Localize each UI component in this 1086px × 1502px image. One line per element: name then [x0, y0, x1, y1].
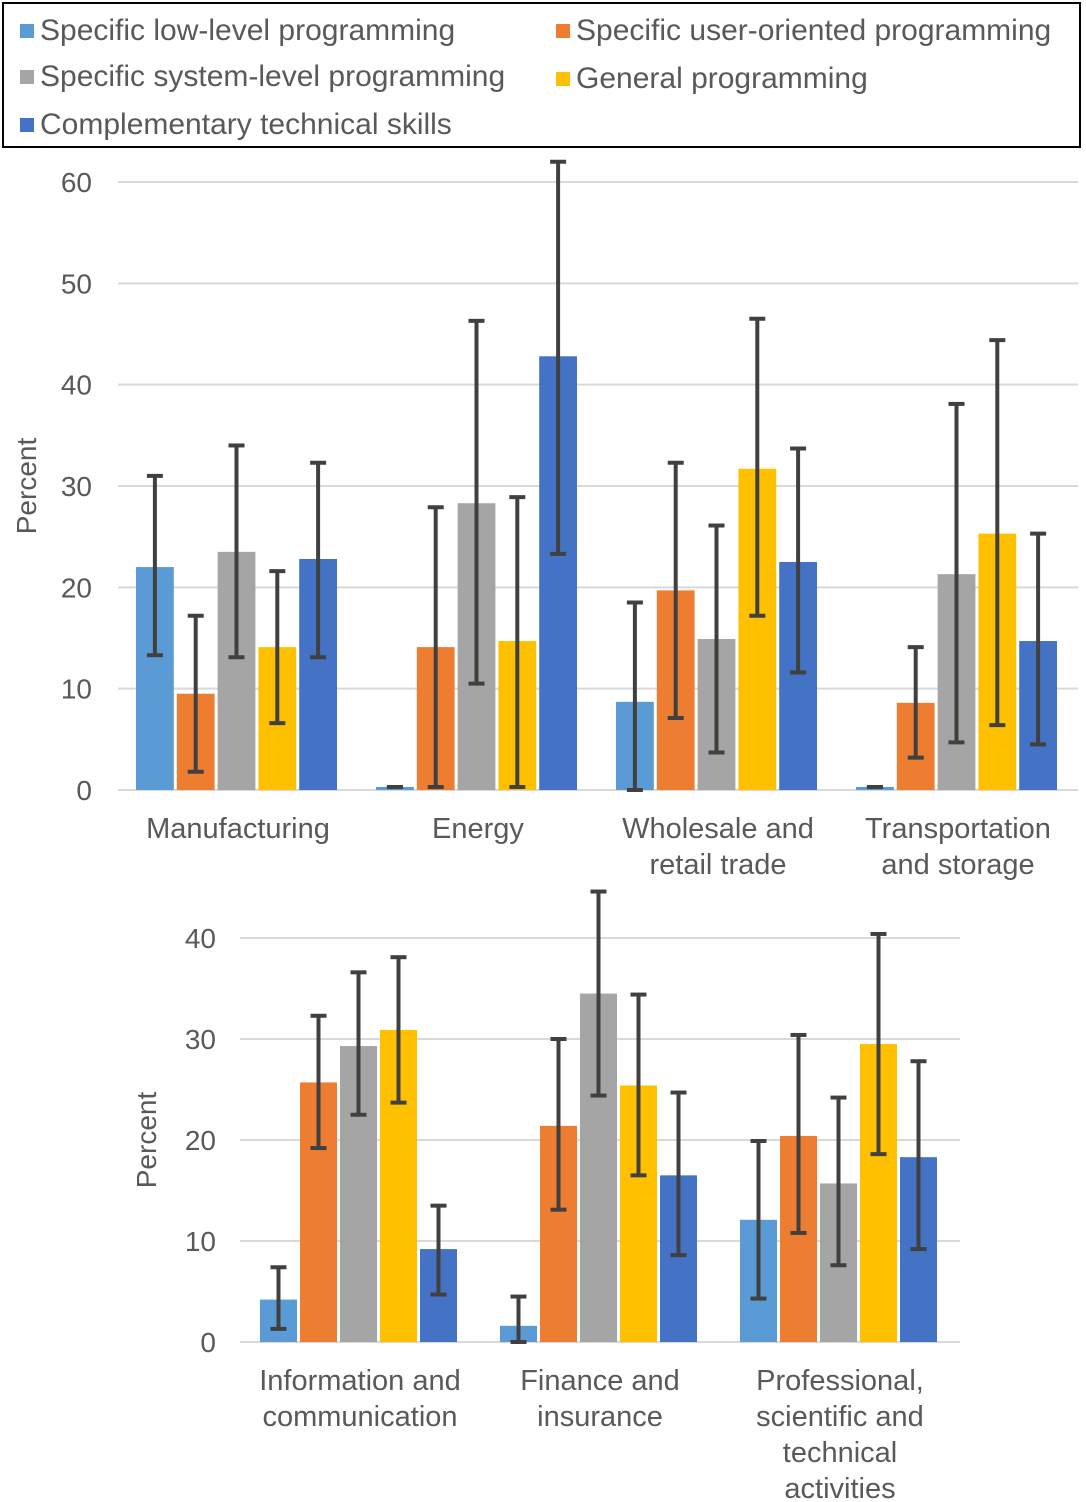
category-label-line: technical — [783, 1437, 897, 1469]
category-label-line: scientific and — [756, 1401, 924, 1433]
y-tick-label: 50 — [61, 268, 92, 299]
category-label-line: and storage — [881, 849, 1034, 881]
category-label-line: Professional, — [756, 1365, 924, 1397]
y-axis-title: Percent — [11, 438, 42, 535]
category-label-line: insurance — [537, 1401, 663, 1433]
chart-legend: Specific low-level programming Specific … — [2, 2, 1081, 148]
legend-label: Specific low-level programming — [40, 14, 456, 47]
y-tick-label: 60 — [61, 167, 92, 198]
legend-item-user-oriented: Specific user-oriented programming — [556, 14, 1051, 48]
category-label-line: Wholesale and — [622, 813, 814, 845]
category-label: Professional, scientific and technical acti… — [756, 1365, 924, 1502]
chart-sectors-top: 0 10 20 30 40 50 60 Percent Manufacturing Energy W… — [11, 159, 1078, 881]
y-tick-label: 40 — [185, 923, 216, 954]
category-label-line: Finance and — [520, 1365, 680, 1397]
chart-sectors-bottom: 0 10 20 30 40 Percent Information and communica… — [131, 889, 960, 1502]
legend-label: Complementary technical skills — [40, 108, 452, 141]
category-label: Transportation and storage — [865, 813, 1051, 881]
legend-label: General programming — [576, 62, 868, 95]
legend-item-general: General programming — [556, 62, 868, 96]
legend-swatch-low-level — [20, 24, 34, 38]
legend-label: Specific system-level programming — [40, 60, 506, 93]
legend-item-complementary: Complementary technical skills — [20, 108, 452, 142]
category-label-line: Transportation — [865, 813, 1051, 845]
category-label: Information and communication — [259, 1365, 461, 1433]
category-label: Manufacturing — [146, 813, 330, 845]
category-label-line: Energy — [432, 813, 524, 845]
y-axis-title: Percent — [131, 1092, 162, 1189]
y-tick-label: 0 — [76, 775, 92, 806]
category-label-line: communication — [262, 1401, 457, 1433]
legend-swatch-complementary — [20, 118, 34, 132]
legend-swatch-user-oriented — [556, 24, 570, 38]
y-tick-label: 20 — [185, 1125, 216, 1156]
y-tick-label: 20 — [61, 572, 92, 603]
y-tick-label: 0 — [200, 1327, 216, 1358]
legend-swatch-general — [556, 72, 570, 86]
category-label: Wholesale and retail trade — [622, 813, 814, 881]
category-label-line: retail trade — [649, 849, 786, 881]
y-tick-label: 10 — [61, 674, 92, 705]
category-label-line: Information and — [259, 1365, 461, 1397]
y-tick-label: 30 — [185, 1024, 216, 1055]
category-label-line: activities — [784, 1473, 895, 1502]
legend-swatch-system-level — [20, 70, 34, 84]
category-label: Finance and insurance — [520, 1365, 680, 1433]
legend-label: Specific user-oriented programming — [576, 14, 1052, 47]
y-tick-label: 30 — [61, 471, 92, 502]
legend-item-system-level: Specific system-level programming — [20, 60, 505, 94]
y-tick-label: 10 — [185, 1226, 216, 1257]
legend-item-low-level: Specific low-level programming — [20, 14, 455, 48]
category-label: Energy — [432, 813, 524, 845]
category-label-line: Manufacturing — [146, 813, 330, 845]
y-tick-label: 40 — [61, 370, 92, 401]
